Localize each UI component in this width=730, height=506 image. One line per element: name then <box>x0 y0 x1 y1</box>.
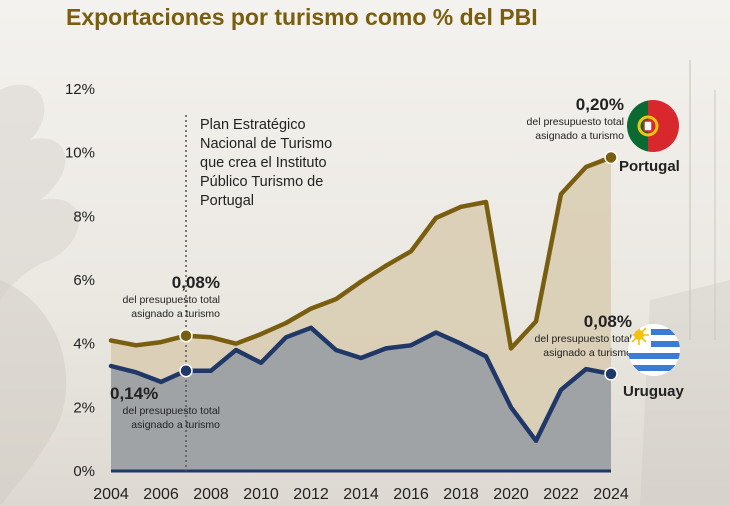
portugal-2007-pct: 0,08% <box>171 273 220 292</box>
portugal-point-2024 <box>604 150 618 165</box>
x-tick-label: 2016 <box>393 486 429 503</box>
portugal-2007-annotation: 0,08% del presupuesto total asignado a t… <box>110 273 220 321</box>
y-tick-label: 2% <box>73 399 95 416</box>
portugal-2007-sub2: asignado a turismo <box>131 308 220 320</box>
x-tick-label: 2020 <box>493 486 529 503</box>
portugal-flag-icon <box>627 100 679 152</box>
uruguay-2007-sub2: asignado a turismo <box>131 419 220 431</box>
x-tick-label: 2006 <box>143 486 179 503</box>
y-tick-label: 6% <box>73 272 95 289</box>
uruguay-point-2007 <box>179 363 193 378</box>
x-tick-label: 2004 <box>93 486 129 503</box>
portugal-2024-pct: 0,20% <box>575 95 624 114</box>
x-tick-label: 2024 <box>593 486 629 503</box>
uruguay-2007-pct: 0,14% <box>110 384 159 403</box>
portugal-2007-sub1: del presupuesto total <box>122 294 220 306</box>
y-tick-label: 8% <box>73 208 95 225</box>
x-tick-label: 2018 <box>443 486 479 503</box>
chart-title: Exportaciones por turismo como % del PBI <box>66 4 538 30</box>
y-tick-label: 0% <box>73 463 95 480</box>
uruguay-2024-sub2: asignado a turismo <box>543 347 632 359</box>
portugal-label: Portugal <box>619 158 680 175</box>
portugal-2024-annotation: 0,20% del presupuesto total asignado a t… <box>512 95 624 143</box>
uruguay-2007-annotation: 0,14% del presupuesto total asignado a t… <box>110 384 220 432</box>
portugal-line <box>108 155 614 351</box>
y-tick-label: 4% <box>73 336 95 353</box>
uruguay-line <box>108 325 614 444</box>
portugal-point-2007 <box>179 328 193 343</box>
x-tick-label: 2010 <box>243 486 279 503</box>
y-tick-label: 12% <box>65 81 95 98</box>
x-tick-label: 2012 <box>293 486 329 503</box>
portugal-2024-sub2: asignado a turismo <box>535 130 624 142</box>
x-tick-label: 2014 <box>343 486 379 503</box>
y-tick-label: 10% <box>65 145 95 162</box>
x-tick-label: 2008 <box>193 486 229 503</box>
x-tick-label: 2022 <box>543 486 579 503</box>
uruguay-point-2024 <box>604 367 618 381</box>
plan-annotation: Plan Estratégico Nacional de Turismo que… <box>200 117 333 209</box>
uruguay-2007-sub1: del presupuesto total <box>122 405 220 417</box>
uruguay-area <box>111 327 611 471</box>
uruguay-2024-pct: 0,08% <box>583 312 632 331</box>
uruguay-label: Uruguay <box>623 383 684 400</box>
uruguay-flag-icon <box>628 324 680 376</box>
uruguay-2024-sub1: del presupuesto total <box>534 333 632 345</box>
uruguay-2024-annotation: 0,08% del presupuesto total asignado a t… <box>520 312 632 360</box>
portugal-2024-sub1: del presupuesto total <box>526 116 624 128</box>
